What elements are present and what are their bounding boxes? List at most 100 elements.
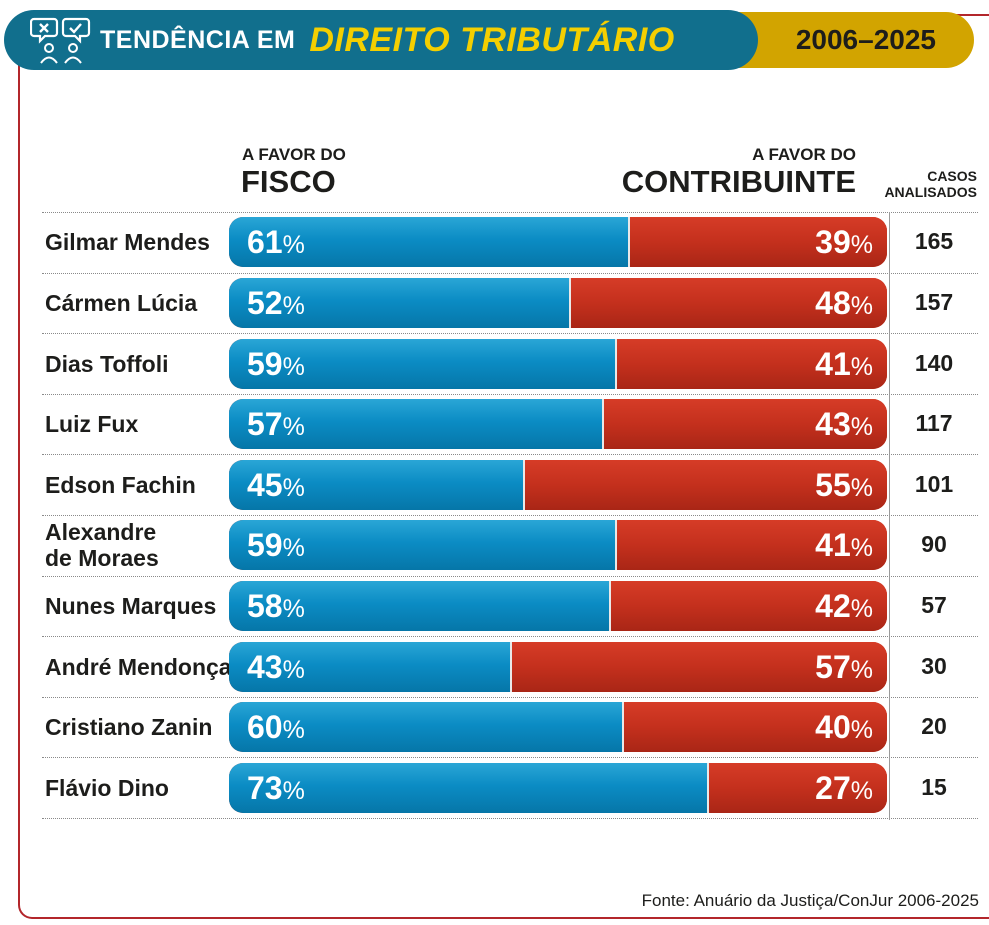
fisco-label-value: 52: [247, 284, 283, 321]
judge-name-line: Alexandre: [45, 519, 157, 546]
judge-name: Flávio Dino: [45, 775, 169, 801]
contribuinte-segment: [623, 702, 887, 753]
row-divider: [42, 757, 978, 759]
contribuinte-label-value: 39: [815, 224, 851, 261]
judge-name: Edson Fachin: [45, 472, 196, 498]
row-divider: [42, 454, 978, 456]
fisco-label: 61%: [247, 217, 305, 267]
period-text: 2006–2025: [795, 24, 936, 55]
stacked-bar: 58% 42%: [229, 580, 887, 631]
contribuinte-segment: [709, 762, 887, 813]
fisco-segment: [229, 520, 618, 571]
fisco-label-value: 43: [247, 648, 283, 685]
contribuinte-label: 55%: [815, 460, 873, 510]
judge-name: Nunes Marques: [45, 593, 216, 619]
stacked-bar: 73% 27%: [229, 762, 887, 813]
fisco-label-value: 59: [247, 345, 283, 382]
contribuinte-label-unit: %: [850, 534, 873, 563]
contribuinte-label-unit: %: [850, 291, 873, 320]
contribuinte-label: 41%: [815, 339, 873, 389]
judge-name-line: Dias Toffoli: [45, 350, 169, 377]
stacked-bar: 59% 41%: [229, 338, 887, 389]
stacked-bar: 61% 39%: [229, 217, 887, 268]
row-divider: [42, 575, 978, 577]
row-divider: [42, 636, 978, 638]
contribuinte-label-value: 42: [815, 587, 851, 624]
judge-name: Cármen Lúcia: [45, 290, 197, 316]
fisco-segment: [229, 399, 605, 450]
fisco-label: 45%: [247, 460, 305, 510]
stacked-bar: 60% 40%: [229, 702, 887, 753]
fisco-label: 59%: [247, 520, 305, 570]
stacked-bar: 43% 57%: [229, 641, 887, 692]
contribuinte-label-value: 27: [815, 769, 851, 806]
fisco-label: 73%: [247, 763, 305, 813]
judge-name-line: Cármen Lúcia: [45, 289, 198, 316]
contribuinte-label-value: 41: [815, 345, 851, 382]
contribuinte-label-value: 55: [815, 466, 851, 503]
fisco-label: 57%: [247, 399, 305, 449]
fisco-label-unit: %: [282, 534, 305, 563]
judge-name: Cristiano Zanin: [45, 714, 212, 740]
cases-count: 15: [921, 773, 947, 800]
row-divider: [42, 333, 978, 335]
fisco-label-value: 45: [247, 466, 283, 503]
judge-name-line: André Mendonça: [45, 653, 232, 680]
fisco-label-value: 58: [247, 587, 283, 624]
contribuinte-label-value: 43: [815, 406, 851, 443]
fisco-segment: [229, 580, 611, 631]
fisco-segment: [229, 702, 624, 753]
fisco-segment: [229, 217, 631, 268]
contribuinte-label-unit: %: [850, 231, 873, 260]
fisco-label-unit: %: [282, 231, 305, 260]
cases-count: 117: [915, 410, 953, 437]
fisco-segment: [229, 459, 526, 510]
contribuinte-label: 42%: [815, 581, 873, 631]
fisco-label-unit: %: [282, 291, 305, 320]
contribuinte-segment: [617, 338, 887, 389]
row-divider: [42, 393, 978, 395]
fisco-label-value: 73: [247, 769, 283, 806]
fisco-header: FISCO: [241, 164, 336, 199]
fisco-segment: [229, 338, 618, 389]
row-divider: [42, 515, 978, 516]
row-divider: [42, 818, 978, 819]
fisco-label-unit: %: [282, 413, 305, 442]
contribuinte-label-unit: %: [850, 352, 873, 381]
judge-name: Gilmar Mendes: [45, 229, 210, 255]
contribuinte-label: 39%: [815, 217, 873, 267]
judge-name-line: Nunes Marques: [45, 592, 217, 619]
stacked-bar: 45% 55%: [229, 459, 887, 510]
fisco-label-value: 57: [247, 406, 283, 443]
fisco-label-unit: %: [282, 716, 305, 745]
contribuinte-label: 27%: [815, 763, 873, 813]
fisco-label-unit: %: [282, 776, 305, 805]
cases-count: 157: [914, 288, 954, 315]
cases-count: 90: [921, 531, 947, 558]
cases-count: 30: [921, 652, 947, 679]
cases-header-line1: CASOS: [927, 168, 977, 184]
contribuinte-segment: [525, 459, 887, 510]
contribuinte-label: 41%: [815, 520, 873, 570]
contribuinte-label-value: 48: [815, 284, 851, 321]
contribuinte-label-value: 40: [815, 709, 851, 746]
contribuinte-header: CONTRIBUINTE: [621, 164, 856, 199]
contribuinte-label-unit: %: [850, 716, 873, 745]
debate-people-icon: [30, 17, 91, 64]
fisco-segment: [229, 762, 710, 813]
contribuinte-segment: [617, 520, 887, 571]
title-prefix: TENDÊNCIA EM: [100, 25, 296, 54]
cases-divider: [889, 212, 890, 820]
judge-name: Luiz Fux: [45, 411, 138, 437]
cases-header: CASOS ANALISADOS: [884, 168, 977, 200]
fisco-label-value: 60: [247, 709, 283, 746]
cases-count: 101: [914, 470, 954, 497]
contribuinte-segment: [610, 580, 887, 631]
judge-name-line: Flávio Dino: [45, 774, 169, 801]
fisco-label: 43%: [247, 642, 305, 692]
fisco-label: 52%: [247, 278, 305, 328]
source-note: Fonte: Anuário da Justiça/ConJur 2006-20…: [641, 891, 979, 910]
fisco-segment: [229, 641, 512, 692]
cases-header-line2: ANALISADOS: [884, 184, 977, 200]
fisco-header-small: A FAVOR DO: [242, 145, 346, 164]
